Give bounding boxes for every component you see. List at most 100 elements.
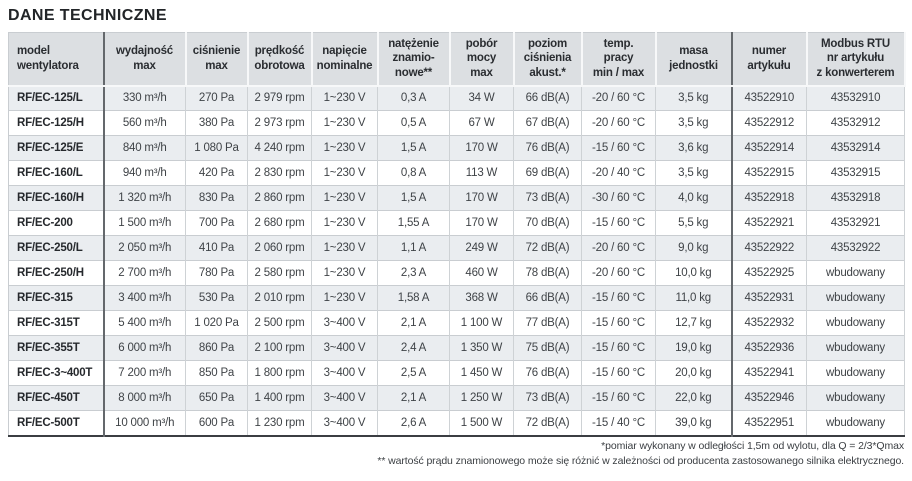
cell-model: RF/EC-125/E bbox=[8, 135, 105, 161]
cell-model: RF/EC-160/L bbox=[8, 160, 105, 186]
cell-napiecie-nominalne: 1~230 V bbox=[311, 185, 378, 211]
cell-wydajnosc-max: 330 m³/h bbox=[103, 85, 186, 111]
column-header-predkosc-obrotowa: prędkość obrotowa bbox=[247, 32, 313, 87]
cell-model: RF/EC-125/L bbox=[8, 85, 105, 111]
cell-masa-jednostki: 9,0 kg bbox=[655, 235, 733, 261]
column-header-modbus-rtu: Modbus RTU nr artykułu z konwerterem bbox=[806, 32, 906, 87]
cell-napiecie-nominalne: 1~230 V bbox=[311, 135, 378, 161]
cell-model: RF/EC-3~400T bbox=[8, 360, 105, 386]
cell-napiecie-nominalne: 1~230 V bbox=[311, 235, 378, 261]
cell-modbus-rtu: wbudowany bbox=[806, 385, 905, 411]
cell-temp-pracy: -15 / 60 °C bbox=[581, 135, 656, 161]
cell-temp-pracy: -15 / 60 °C bbox=[581, 385, 656, 411]
cell-masa-jednostki: 3,5 kg bbox=[655, 160, 733, 186]
cell-model: RF/EC-200 bbox=[8, 210, 105, 236]
cell-natezenie-znamionowe: 2,4 A bbox=[377, 335, 450, 361]
column-header-pobor-mocy-max: pobór mocy max bbox=[449, 32, 515, 87]
table-row: RF/EC-315 3 400 m³/h 530 Pa 2 010 rpm 1~230 … bbox=[8, 285, 905, 311]
cell-predkosc-obrotowa: 2 680 rpm bbox=[247, 210, 312, 236]
cell-pobor-mocy-max: 1 450 W bbox=[449, 360, 514, 386]
cell-numer-artykulu: 43522915 bbox=[731, 160, 807, 186]
cell-poziom-cisnienia: 67 dB(A) bbox=[513, 110, 582, 136]
cell-natezenie-znamionowe: 0,3 A bbox=[377, 85, 450, 111]
cell-cisnienie-max: 1 080 Pa bbox=[185, 135, 248, 161]
cell-poziom-cisnienia: 72 dB(A) bbox=[513, 235, 582, 261]
cell-cisnienie-max: 410 Pa bbox=[185, 235, 248, 261]
table-row: RF/EC-355T 6 000 m³/h 860 Pa 2 100 rpm 3~400… bbox=[8, 335, 905, 361]
cell-wydajnosc-max: 840 m³/h bbox=[103, 135, 186, 161]
cell-wydajnosc-max: 940 m³/h bbox=[103, 160, 186, 186]
cell-natezenie-znamionowe: 2,1 A bbox=[377, 385, 450, 411]
cell-pobor-mocy-max: 170 W bbox=[449, 135, 514, 161]
cell-numer-artykulu: 43522918 bbox=[731, 185, 807, 211]
cell-predkosc-obrotowa: 2 060 rpm bbox=[247, 235, 312, 261]
cell-masa-jednostki: 3,6 kg bbox=[655, 135, 733, 161]
cell-cisnienie-max: 860 Pa bbox=[185, 335, 248, 361]
cell-temp-pracy: -20 / 60 °C bbox=[581, 110, 656, 136]
cell-pobor-mocy-max: 249 W bbox=[449, 235, 514, 261]
table-row: RF/EC-160/L 940 m³/h 420 Pa 2 830 rpm 1~230 … bbox=[8, 160, 905, 186]
column-header-poziom-cisnienia: poziom ciśnienia akust.* bbox=[513, 32, 583, 87]
cell-poziom-cisnienia: 75 dB(A) bbox=[513, 335, 582, 361]
cell-napiecie-nominalne: 3~400 V bbox=[311, 385, 378, 411]
cell-natezenie-znamionowe: 1,5 A bbox=[377, 185, 450, 211]
cell-model: RF/EC-315 bbox=[8, 285, 105, 311]
cell-poziom-cisnienia: 76 dB(A) bbox=[513, 135, 582, 161]
cell-pobor-mocy-max: 113 W bbox=[449, 160, 514, 186]
cell-temp-pracy: -20 / 60 °C bbox=[581, 260, 656, 286]
cell-wydajnosc-max: 8 000 m³/h bbox=[103, 385, 186, 411]
cell-cisnienie-max: 530 Pa bbox=[185, 285, 248, 311]
cell-numer-artykulu: 43522925 bbox=[731, 260, 807, 286]
cell-wydajnosc-max: 5 400 m³/h bbox=[103, 310, 186, 336]
cell-predkosc-obrotowa: 2 830 rpm bbox=[247, 160, 312, 186]
cell-temp-pracy: -15 / 60 °C bbox=[581, 335, 656, 361]
cell-napiecie-nominalne: 1~230 V bbox=[311, 260, 378, 286]
cell-modbus-rtu: 43532922 bbox=[806, 235, 905, 261]
cell-numer-artykulu: 43522951 bbox=[731, 410, 807, 436]
cell-poziom-cisnienia: 70 dB(A) bbox=[513, 210, 582, 236]
cell-modbus-rtu: wbudowany bbox=[806, 285, 905, 311]
table-row: RF/EC-250/L 2 050 m³/h 410 Pa 2 060 rpm 1~23… bbox=[8, 235, 905, 261]
datasheet-page: DANE TECHNICZNE model wentylatora wydajno… bbox=[8, 7, 906, 467]
cell-predkosc-obrotowa: 4 240 rpm bbox=[247, 135, 312, 161]
cell-predkosc-obrotowa: 1 230 rpm bbox=[247, 410, 312, 436]
cell-poziom-cisnienia: 77 dB(A) bbox=[513, 310, 582, 336]
table-row: RF/EC-250/H 2 700 m³/h 780 Pa 2 580 rpm 1~23… bbox=[8, 260, 905, 286]
cell-napiecie-nominalne: 3~400 V bbox=[311, 410, 378, 436]
cell-wydajnosc-max: 10 000 m³/h bbox=[103, 410, 186, 436]
cell-masa-jednostki: 3,5 kg bbox=[655, 85, 733, 111]
cell-poziom-cisnienia: 78 dB(A) bbox=[513, 260, 582, 286]
table-row: RF/EC-125/L 330 m³/h 270 Pa 2 979 rpm 1~230 … bbox=[8, 85, 905, 111]
cell-pobor-mocy-max: 170 W bbox=[449, 185, 514, 211]
cell-napiecie-nominalne: 3~400 V bbox=[311, 310, 378, 336]
cell-numer-artykulu: 43522912 bbox=[731, 110, 807, 136]
cell-numer-artykulu: 43522914 bbox=[731, 135, 807, 161]
cell-predkosc-obrotowa: 2 100 rpm bbox=[247, 335, 312, 361]
cell-poziom-cisnienia: 66 dB(A) bbox=[513, 85, 582, 111]
cell-napiecie-nominalne: 1~230 V bbox=[311, 285, 378, 311]
cell-wydajnosc-max: 3 400 m³/h bbox=[103, 285, 186, 311]
cell-model: RF/EC-125/H bbox=[8, 110, 105, 136]
cell-masa-jednostki: 4,0 kg bbox=[655, 185, 733, 211]
cell-wydajnosc-max: 1 500 m³/h bbox=[103, 210, 186, 236]
cell-wydajnosc-max: 6 000 m³/h bbox=[103, 335, 186, 361]
cell-cisnienie-max: 420 Pa bbox=[185, 160, 248, 186]
cell-masa-jednostki: 10,0 kg bbox=[655, 260, 733, 286]
cell-natezenie-znamionowe: 1,58 A bbox=[377, 285, 450, 311]
cell-natezenie-znamionowe: 1,5 A bbox=[377, 135, 450, 161]
cell-predkosc-obrotowa: 1 800 rpm bbox=[247, 360, 312, 386]
cell-pobor-mocy-max: 1 350 W bbox=[449, 335, 514, 361]
cell-masa-jednostki: 12,7 kg bbox=[655, 310, 733, 336]
table-row: RF/EC-3~400T 7 200 m³/h 850 Pa 1 800 rpm 3~4… bbox=[8, 360, 905, 386]
cell-cisnienie-max: 270 Pa bbox=[185, 85, 248, 111]
cell-temp-pracy: -15 / 60 °C bbox=[581, 310, 656, 336]
cell-cisnienie-max: 1 020 Pa bbox=[185, 310, 248, 336]
cell-masa-jednostki: 11,0 kg bbox=[655, 285, 733, 311]
column-header-numer-artykulu: numer artykułu bbox=[731, 32, 808, 87]
cell-cisnienie-max: 380 Pa bbox=[185, 110, 248, 136]
cell-wydajnosc-max: 1 320 m³/h bbox=[103, 185, 186, 211]
column-header-temp-pracy: temp. pracy min / max bbox=[581, 32, 657, 87]
cell-modbus-rtu: wbudowany bbox=[806, 360, 905, 386]
cell-modbus-rtu: wbudowany bbox=[806, 260, 905, 286]
column-header-model: model wentylatora bbox=[8, 32, 105, 87]
